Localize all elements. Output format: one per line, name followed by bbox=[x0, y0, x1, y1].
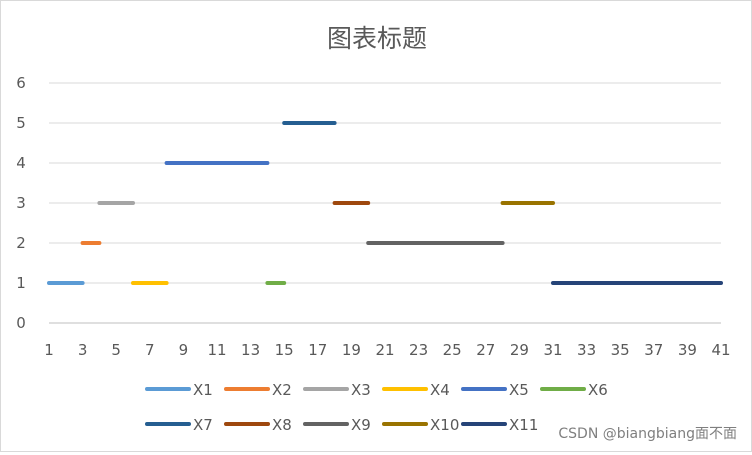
chart-title: 图表标题 bbox=[327, 24, 427, 53]
legend-item-x9: X9 bbox=[303, 416, 371, 434]
x-tick-label: 19 bbox=[342, 341, 361, 359]
x-tick-label: 39 bbox=[678, 341, 697, 359]
x-tick-label: 13 bbox=[241, 341, 260, 359]
x-tick-label: 35 bbox=[611, 341, 630, 359]
legend-label: X11 bbox=[509, 416, 538, 434]
legend-label: X7 bbox=[193, 416, 213, 434]
y-tick-label: 4 bbox=[16, 154, 26, 172]
legend-label: X1 bbox=[193, 381, 213, 399]
x-tick-label: 3 bbox=[78, 341, 88, 359]
x-tick-label: 23 bbox=[409, 341, 428, 359]
x-tick-label: 21 bbox=[375, 341, 394, 359]
legend-label: X2 bbox=[272, 381, 292, 399]
x-tick-label: 11 bbox=[207, 341, 226, 359]
x-axis-tick-labels: 1 3 5 7 9 11 13 15 17 19 21 23 25 27 29 31 33 35 37 39 41 bbox=[44, 341, 730, 359]
legend-item-x6: X6 bbox=[540, 381, 608, 399]
legend-label: X8 bbox=[272, 416, 292, 434]
x-tick-label: 25 bbox=[443, 341, 462, 359]
x-tick-label: 9 bbox=[179, 341, 189, 359]
legend-label: X9 bbox=[351, 416, 371, 434]
x-tick-label: 27 bbox=[476, 341, 495, 359]
x-tick-label: 33 bbox=[577, 341, 596, 359]
x-tick-label: 29 bbox=[510, 341, 529, 359]
x-tick-label: 5 bbox=[111, 341, 121, 359]
legend-item-x11: X11 bbox=[461, 416, 538, 434]
legend-item-x3: X3 bbox=[303, 381, 371, 399]
x-tick-label: 37 bbox=[644, 341, 663, 359]
legend-item-x2: X2 bbox=[224, 381, 292, 399]
x-tick-label: 17 bbox=[308, 341, 327, 359]
legend-label: X4 bbox=[430, 381, 450, 399]
legend-item-x4: X4 bbox=[382, 381, 450, 399]
legend-item-x1: X1 bbox=[145, 381, 213, 399]
legend: X1 X2 X3 X4 X5 X6 X7 X8 X9 X10 X11 bbox=[145, 381, 608, 434]
watermark: CSDN @biangbiang面不面 bbox=[558, 426, 737, 442]
y-tick-label: 0 bbox=[16, 314, 26, 332]
x-tick-label: 15 bbox=[275, 341, 294, 359]
legend-item-x5: X5 bbox=[461, 381, 529, 399]
x-tick-label: 31 bbox=[543, 341, 562, 359]
x-tick-label: 41 bbox=[711, 341, 730, 359]
x-tick-label: 7 bbox=[145, 341, 155, 359]
legend-item-x7: X7 bbox=[145, 416, 213, 434]
legend-label: X10 bbox=[430, 416, 459, 434]
gridlines bbox=[49, 82, 721, 324]
y-tick-label: 2 bbox=[16, 234, 26, 252]
y-tick-label: 3 bbox=[16, 194, 26, 212]
y-axis-tick-labels: 0 1 2 3 4 5 6 bbox=[16, 74, 26, 332]
legend-label: X5 bbox=[509, 381, 529, 399]
series-lines bbox=[47, 121, 723, 285]
y-tick-label: 6 bbox=[16, 74, 26, 92]
y-tick-label: 5 bbox=[16, 114, 26, 132]
y-tick-label: 1 bbox=[16, 274, 26, 292]
legend-item-x10: X10 bbox=[382, 416, 459, 434]
legend-label: X3 bbox=[351, 381, 371, 399]
x-tick-label: 1 bbox=[44, 341, 54, 359]
legend-label: X6 bbox=[588, 381, 608, 399]
legend-item-x8: X8 bbox=[224, 416, 292, 434]
